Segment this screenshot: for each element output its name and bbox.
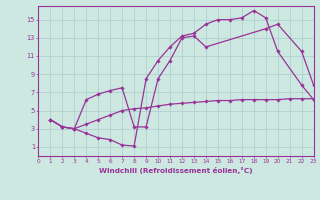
X-axis label: Windchill (Refroidissement éolien,°C): Windchill (Refroidissement éolien,°C)	[99, 167, 253, 174]
